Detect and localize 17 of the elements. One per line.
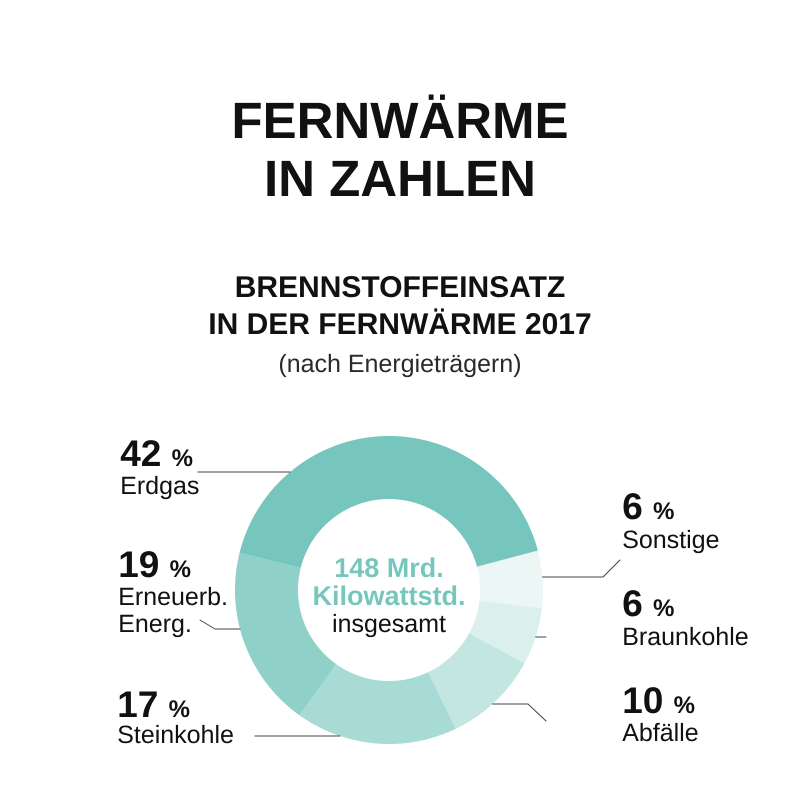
slice-label: Erneuerb. Energ.	[120, 586, 226, 638]
data-label: 42 %	[120, 440, 192, 466]
slice-label: Sonstige	[623, 530, 718, 554]
data-label: 10 %	[624, 687, 694, 714]
data-label: 6 %	[624, 590, 674, 616]
slice-label: Steinkohle	[118, 724, 233, 744]
text: (nach Energieträgern)	[280, 354, 520, 378]
slice-label: Braunkohle	[624, 626, 748, 646]
data-label: 17 %	[120, 692, 190, 718]
slice-label: Erdgas	[122, 476, 198, 500]
chart-title: FERNWÄRME IN ZAHLEN	[234, 94, 567, 196]
chart-subtitle: BRENNSTOFFEINSATZ IN DER FERNWÄRME 2017	[210, 276, 590, 334]
data-label: 19 %	[120, 551, 190, 578]
text: 148 Mrd. Kilowattstd.	[314, 557, 464, 606]
text: insgesamt	[334, 614, 446, 638]
slice-label: Abfälle	[622, 722, 698, 742]
data-label: 6 %	[624, 493, 674, 520]
